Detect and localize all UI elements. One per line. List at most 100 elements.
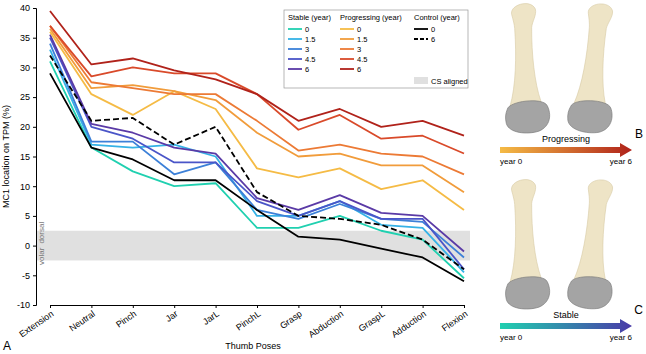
y-tick: 0 <box>25 241 36 251</box>
arrow-end: year 6 <box>610 333 633 342</box>
bone-shaft <box>573 2 613 113</box>
bone <box>567 178 620 310</box>
y-tick-mark <box>33 305 36 306</box>
x-tick: Abduction <box>307 305 346 340</box>
y-tick: -5 <box>22 271 36 281</box>
x-tick: Extension <box>17 305 55 339</box>
y-tick-label: 0 <box>25 241 30 251</box>
legend-label: 0 <box>431 25 435 34</box>
y-axis-line <box>33 9 37 306</box>
side-panel: Stable year 0 year 6 C <box>498 178 644 342</box>
y-tick: 35 <box>20 33 36 43</box>
x-tick-mark <box>216 305 217 308</box>
legend-label: 4.5 <box>305 55 315 64</box>
x-axis-line <box>51 306 465 309</box>
x-tick: Flexion <box>440 305 470 333</box>
plot-area <box>36 11 470 281</box>
y-axis-title: MC1 location on TPM (%) <box>1 105 11 208</box>
y-tick-label: 35 <box>20 33 30 43</box>
x-tick-label: Flexion <box>440 309 470 334</box>
x-tick-mark <box>91 305 92 308</box>
x-tick: Neutral <box>67 305 97 333</box>
y-tick-label: 15 <box>20 152 30 162</box>
y-tick-label: 10 <box>20 182 30 192</box>
legend-swatch <box>288 68 302 70</box>
y-tick-mark <box>33 8 36 9</box>
x-tick: Adduction <box>390 305 429 340</box>
x-tick-mark <box>423 305 424 308</box>
x-tick-label: GraspL <box>357 309 387 334</box>
x-tick-mark <box>174 305 175 308</box>
y-tick-mark <box>33 216 36 217</box>
bone-shaft <box>573 178 613 289</box>
legend-label: 6 <box>357 65 361 74</box>
legend: Stable (year)01.534.56Progressing (year)… <box>284 10 468 88</box>
legend-header: Stable (year) <box>288 13 331 22</box>
series-line <box>50 73 464 281</box>
y-tick: -10 <box>17 300 36 310</box>
legend-swatch <box>414 28 428 30</box>
x-tick-label: Extension <box>17 309 55 340</box>
y-tick-mark <box>33 127 36 128</box>
bone-shaft <box>503 3 543 114</box>
legend-swatch <box>414 38 428 40</box>
gradient-arrow <box>500 319 632 333</box>
trapezium <box>504 99 550 134</box>
side-panel: Progressingyear 0year 6B <box>498 2 643 166</box>
x-axis-title: Thumb Poses <box>225 341 281 351</box>
y-tick-mark <box>33 186 36 187</box>
x-tick-mark <box>50 305 51 308</box>
x-tick: JarL <box>201 305 221 327</box>
x-tick: Jar <box>164 305 180 324</box>
x-tick-mark <box>381 305 382 308</box>
x-tick: Grasp <box>278 305 304 331</box>
y-tick-mark <box>33 157 36 158</box>
y-tick-mark <box>33 246 36 247</box>
legend-label: 3 <box>357 45 361 54</box>
legend-swatch <box>340 38 354 40</box>
legend-label: 1.5 <box>357 35 367 44</box>
x-tick: GraspL <box>357 305 387 334</box>
bone <box>498 178 551 310</box>
trapezium <box>504 275 550 310</box>
x-tick-label: Grasp <box>278 309 304 331</box>
legend-swatch <box>340 28 354 30</box>
x-tick-label: Adduction <box>390 309 429 340</box>
gradient-arrow <box>500 143 632 157</box>
legend-label: 4.5 <box>357 55 367 64</box>
y-tick-label: 40 <box>20 3 30 13</box>
y-tick: 5 <box>25 211 36 221</box>
arrow-title: Stable <box>553 310 579 320</box>
legend-label: 6 <box>431 35 435 44</box>
panel-label: B <box>635 127 643 141</box>
arrow-start: year 0 <box>500 157 523 166</box>
y-tick-label: 5 <box>25 211 30 221</box>
x-tick-mark <box>340 305 341 308</box>
x-tick-label: PinchL <box>234 309 262 333</box>
bone <box>567 2 620 134</box>
y-tick: 30 <box>20 63 36 73</box>
band-label: volar <box>37 247 46 265</box>
x-tick-label: Neutral <box>67 309 97 334</box>
x-tick-label: Abduction <box>307 309 346 340</box>
x-axis: ExtensionNeutralPinchJarJarLPinchLGraspA… <box>17 305 469 340</box>
x-tick-mark <box>257 305 258 308</box>
x-tick: Pinch <box>114 305 138 330</box>
y-tick-mark <box>33 38 36 39</box>
y-tick-mark <box>33 97 36 98</box>
legend-label: 0 <box>305 25 309 34</box>
bone <box>498 2 551 134</box>
arrow-start: year 0 <box>500 333 523 342</box>
y-tick-label: -5 <box>22 271 30 281</box>
legend-box <box>284 10 468 88</box>
arrow-title: Progressing <box>542 134 590 144</box>
figure: -10-50510152025303540ExtensionNeutralPin… <box>0 0 646 354</box>
legend-label: 6 <box>305 65 309 74</box>
bone-shaft <box>503 179 543 290</box>
trapezium <box>567 99 613 134</box>
y-tick-label: 20 <box>20 122 30 132</box>
band-label: dorsal <box>37 222 46 244</box>
panel-label: C <box>634 303 643 317</box>
x-tick-label: Pinch <box>114 309 138 330</box>
legend-header: Progressing (year) <box>340 13 402 22</box>
